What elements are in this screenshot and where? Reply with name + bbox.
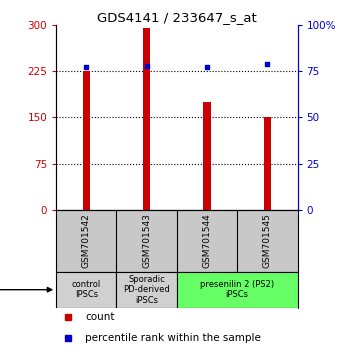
- Bar: [116, 272, 177, 308]
- Point: [144, 63, 149, 68]
- Text: Sporadic
PD-derived
iPSCs: Sporadic PD-derived iPSCs: [123, 275, 170, 304]
- Text: GSM701543: GSM701543: [142, 213, 151, 268]
- Text: count: count: [85, 312, 115, 322]
- Bar: [143, 28, 150, 210]
- Text: control
IPSCs: control IPSCs: [72, 280, 101, 299]
- Bar: [83, 71, 90, 210]
- Point: [204, 64, 210, 70]
- Title: GDS4141 / 233647_s_at: GDS4141 / 233647_s_at: [97, 11, 257, 24]
- Text: percentile rank within the sample: percentile rank within the sample: [85, 333, 261, 343]
- Point: [84, 64, 89, 70]
- Text: presenilin 2 (PS2)
iPSCs: presenilin 2 (PS2) iPSCs: [200, 280, 274, 299]
- Text: GSM701544: GSM701544: [203, 213, 211, 268]
- Bar: [264, 118, 271, 210]
- Text: GSM701542: GSM701542: [82, 213, 91, 268]
- Bar: [177, 272, 298, 308]
- Bar: [203, 102, 210, 210]
- Bar: [56, 272, 116, 308]
- Text: GSM701545: GSM701545: [263, 213, 272, 268]
- Point: [265, 61, 270, 67]
